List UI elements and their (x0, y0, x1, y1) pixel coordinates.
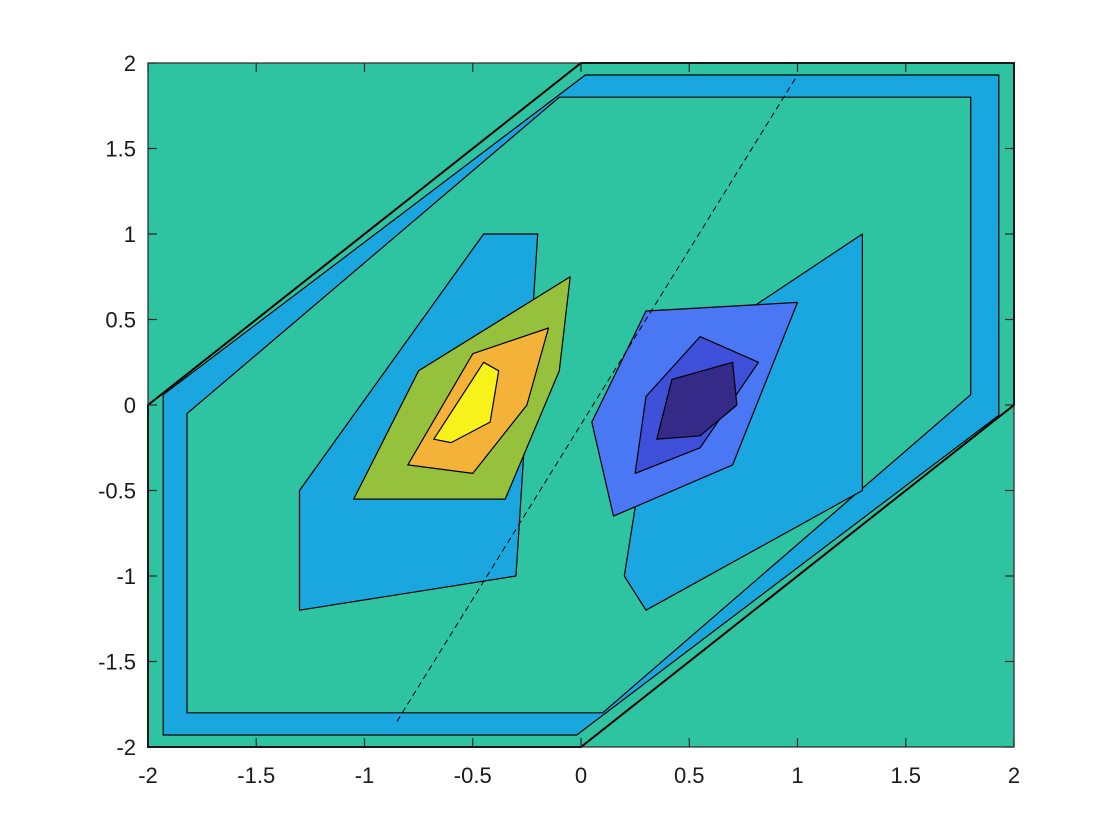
plot-area (147, 62, 1015, 748)
y-tick-label: -0.5 (98, 479, 136, 504)
x-tick-label: 0 (575, 763, 587, 788)
y-tick-label: -1.5 (98, 650, 136, 675)
x-tick-label: -2 (138, 763, 158, 788)
contour-level-neg-3 (656, 361, 738, 440)
axes: -2 -1.5 -1 -0.5 0 0.5 1 1.5 2 -2 -1.5 -1 -0.5 0 0.5 1 1.… (98, 51, 1020, 788)
y-tick-label: 1 (124, 222, 136, 247)
x-tick-label: 1.5 (890, 763, 921, 788)
x-tick-label: 1 (791, 763, 803, 788)
y-tick-label: -2 (116, 735, 136, 760)
x-tick-label: -0.5 (454, 763, 492, 788)
y-tick-label: 1.5 (105, 137, 136, 162)
x-tick-label: 0.5 (674, 763, 705, 788)
y-tick-label: -1 (116, 564, 136, 589)
y-tick-label: 0 (124, 393, 136, 418)
y-tick-label: 0.5 (105, 308, 136, 333)
x-tick-label: 2 (1008, 763, 1020, 788)
contour-level-pos-3 (433, 361, 500, 444)
y-tick-label: 2 (124, 51, 136, 76)
x-tick-label: -1 (355, 763, 375, 788)
x-tick-label: -1.5 (237, 763, 275, 788)
zero-contour-line (396, 74, 798, 722)
